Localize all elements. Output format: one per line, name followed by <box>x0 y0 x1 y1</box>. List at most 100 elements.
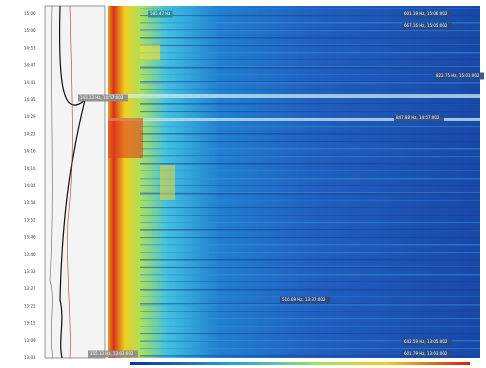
hot-region <box>140 45 160 60</box>
stripe <box>140 59 480 60</box>
color-bar <box>130 362 470 365</box>
stripe <box>140 52 480 54</box>
annotation: 516.69 Hz, 13:37:002 <box>282 297 326 302</box>
stripe <box>140 340 480 342</box>
stripe <box>140 259 480 261</box>
time-label: 13:52 <box>24 217 36 222</box>
stripe <box>140 267 480 269</box>
stripe <box>140 37 480 39</box>
stripe <box>140 30 480 32</box>
stripe <box>140 22 480 24</box>
stripe <box>140 252 480 254</box>
stripe <box>140 45 480 47</box>
time-label: 14:22 <box>24 131 36 136</box>
hot-region <box>160 165 175 200</box>
time-label: 15:00 <box>24 28 36 33</box>
hot-region <box>108 118 143 158</box>
annotation-box <box>402 22 452 30</box>
annotation: 847.88 Hz, 14:57:002 <box>396 115 440 120</box>
stripe <box>140 229 480 231</box>
annotation: 155.13 Hz, 13:03:002 <box>90 351 134 356</box>
annotation-box <box>394 114 444 122</box>
stripe <box>140 303 480 305</box>
stripe <box>140 81 480 83</box>
stripe <box>140 163 480 165</box>
time-label: 13:03 <box>24 355 36 360</box>
stripe <box>140 141 480 143</box>
stripe <box>140 111 480 113</box>
stripe <box>140 66 480 68</box>
log-curve <box>67 5 73 359</box>
stripe <box>140 296 480 297</box>
stripe <box>140 215 480 216</box>
time-label: 13:33 <box>24 269 36 274</box>
stripe <box>140 355 480 357</box>
annotation-box <box>402 350 452 358</box>
stripe <box>140 207 480 209</box>
stripe <box>140 200 480 201</box>
stripe <box>140 244 480 246</box>
stripe <box>140 67 480 69</box>
annotation-box <box>402 10 452 18</box>
stripe <box>140 170 480 171</box>
time-label: 14:41 <box>24 80 36 85</box>
time-label: 14:53 <box>24 45 36 50</box>
time-label: 13:21 <box>24 303 36 308</box>
time-label: 13:09 <box>24 338 36 343</box>
stripe <box>140 156 480 158</box>
stripe <box>140 82 480 84</box>
stripe <box>140 8 480 9</box>
time-label: 13:15 <box>24 321 36 326</box>
stripe <box>140 333 480 335</box>
annotation-box <box>88 350 138 358</box>
stripe <box>140 266 480 267</box>
stripe <box>140 274 480 276</box>
annotation: 601.79 Hz, 13:03:002 <box>404 351 448 356</box>
annotation-box <box>434 72 484 80</box>
stripe <box>140 348 480 350</box>
highlight-band <box>108 94 480 98</box>
annotation: 822.75 Hz, 15:01:002 <box>436 73 480 78</box>
log-track <box>44 5 106 359</box>
time-label: 14:35 <box>24 97 36 102</box>
annotation: 642.59 Hz, 13:05:002 <box>404 339 448 344</box>
stripe <box>140 126 480 128</box>
time-label: 13:27 <box>24 286 36 291</box>
annotation-box <box>402 338 452 346</box>
stripe <box>140 148 480 150</box>
stripe <box>140 192 480 194</box>
stripe <box>140 155 480 156</box>
stripe <box>140 289 480 291</box>
stripe <box>140 29 480 30</box>
stripe <box>140 326 480 327</box>
annotation-box <box>280 296 330 304</box>
highlight-band <box>108 118 480 121</box>
time-label: 14:16 <box>24 149 36 154</box>
stripe <box>140 178 480 180</box>
stripe <box>140 74 480 75</box>
stripe <box>140 222 480 224</box>
stripe <box>140 15 480 17</box>
stripe <box>140 281 480 282</box>
annotation-box <box>148 10 173 18</box>
time-label: 14:10 <box>24 166 36 171</box>
time-label: 15:06 <box>24 11 36 16</box>
annotation: 143.13 Hz, 14:57:002 <box>80 95 124 100</box>
stripe <box>140 304 480 306</box>
time-label: 14:47 <box>24 63 36 68</box>
stripe <box>140 44 480 45</box>
time-label: 14:04 <box>24 183 36 188</box>
annotation: 667.16 Hz, 15:05:002 <box>404 23 448 28</box>
annotation-box <box>78 94 128 102</box>
annotation: 601.19 Hz, 15:06:002 <box>404 11 448 16</box>
time-label: 13:58 <box>24 200 36 205</box>
stripe <box>140 133 480 135</box>
time-label: 13:40 <box>24 252 36 257</box>
stripes <box>140 8 480 357</box>
stripe <box>140 89 480 90</box>
time-label: 14:29 <box>24 114 36 119</box>
log-curve <box>49 5 54 359</box>
stripe <box>140 193 480 195</box>
stripe <box>140 237 480 239</box>
